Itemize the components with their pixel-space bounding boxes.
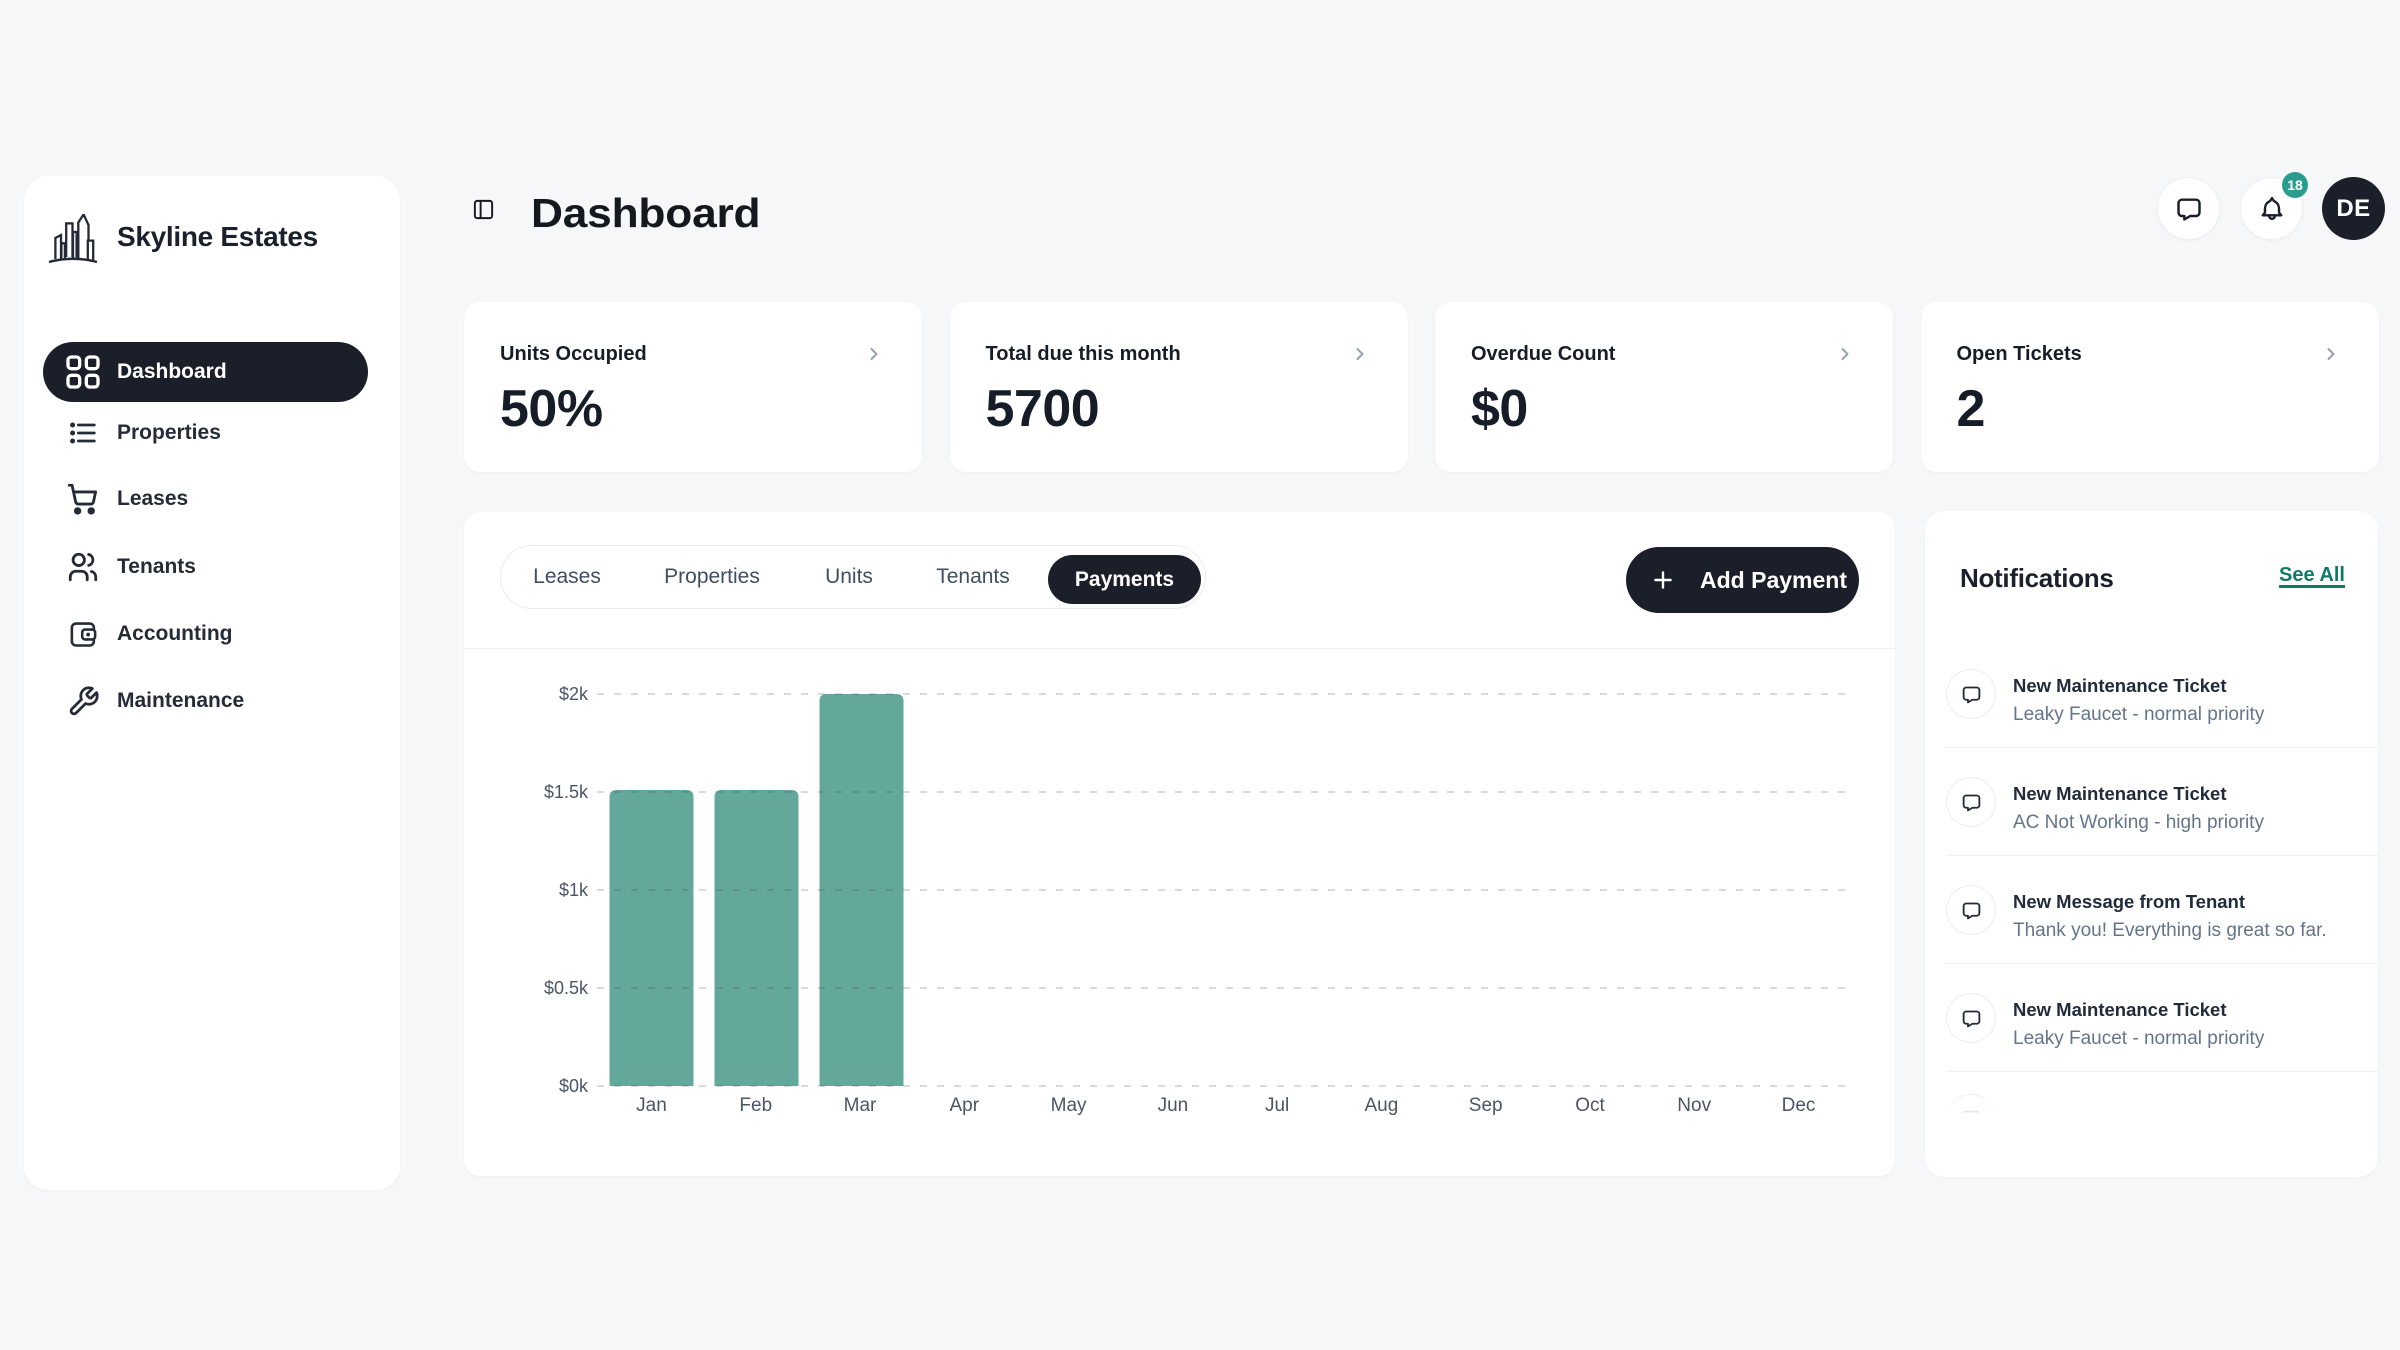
- svg-text:Oct: Oct: [1575, 1095, 1605, 1116]
- svg-text:Sep: Sep: [1469, 1095, 1503, 1116]
- svg-text:May: May: [1051, 1095, 1087, 1116]
- svg-text:Jan: Jan: [636, 1095, 667, 1116]
- svg-text:Feb: Feb: [739, 1095, 772, 1116]
- svg-text:$1.5k: $1.5k: [544, 782, 589, 802]
- svg-text:Nov: Nov: [1677, 1095, 1711, 1116]
- svg-text:Mar: Mar: [844, 1095, 877, 1116]
- svg-text:Apr: Apr: [950, 1095, 980, 1116]
- svg-text:Jun: Jun: [1158, 1095, 1189, 1116]
- svg-text:Aug: Aug: [1364, 1095, 1398, 1116]
- svg-text:$2k: $2k: [559, 684, 589, 704]
- svg-text:$0.5k: $0.5k: [544, 978, 589, 998]
- svg-text:$1k: $1k: [559, 880, 589, 900]
- svg-text:Jul: Jul: [1265, 1095, 1289, 1116]
- svg-text:$0k: $0k: [559, 1076, 589, 1096]
- svg-text:Dec: Dec: [1782, 1095, 1816, 1116]
